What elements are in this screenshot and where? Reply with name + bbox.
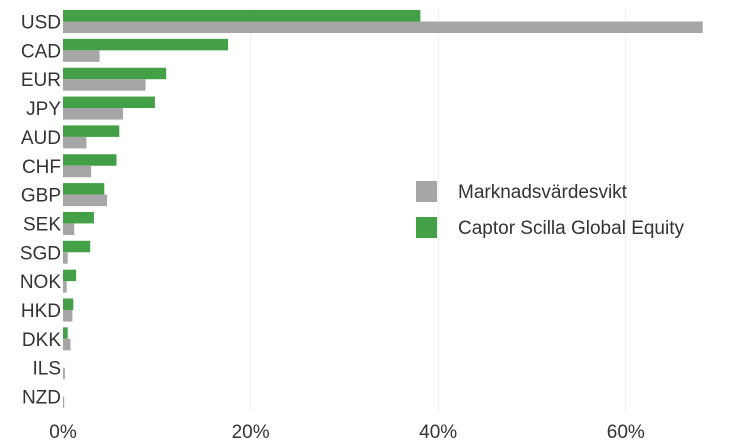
x-tick-label-40: 40%: [419, 422, 457, 443]
category-label-dkk: DKK: [22, 330, 61, 351]
bar-chf-captor: [63, 154, 117, 166]
bar-sgd-market: [63, 252, 68, 264]
category-label-sek: SEK: [23, 214, 61, 235]
bar-cad-captor: [63, 38, 229, 51]
category-label-sgd: SGD: [20, 243, 61, 264]
bar-sgd-captor: [63, 240, 91, 253]
legend: Marknadsvärdesvikt Captor Scilla Global E…: [416, 181, 684, 239]
x-tick-label-60: 60%: [607, 422, 645, 443]
bar-ils-market: [63, 367, 65, 380]
bar-sek-captor: [63, 211, 94, 224]
bar-cad-market: [63, 50, 100, 62]
bar-eur-captor: [63, 67, 167, 80]
bar-dkk-market: [63, 338, 71, 351]
category-label-usd: USD: [21, 13, 61, 34]
bar-nzd-market: [63, 396, 65, 409]
bar-sek-market: [63, 223, 75, 235]
bar-jpy-captor: [63, 96, 155, 109]
bar-gbp-captor: [63, 183, 105, 195]
x-tick-label-20: 20%: [232, 422, 270, 443]
bar-jpy-market: [63, 108, 124, 120]
bar-chf-market: [63, 165, 92, 178]
bar-dkk-captor: [63, 327, 68, 339]
bar-gbp-market: [63, 194, 108, 207]
category-label-jpy: JPY: [26, 99, 61, 120]
category-label-gbp: GBP: [21, 186, 61, 207]
gridlines: [250, 8, 627, 412]
category-label-nok: NOK: [20, 272, 62, 293]
bar-eur-market: [63, 79, 146, 91]
bar-aud-captor: [63, 125, 120, 137]
legend-swatch-0: [416, 181, 437, 202]
x-tick-label-0: 0%: [49, 422, 77, 443]
bar-usd-captor: [63, 10, 421, 22]
category-label-aud: AUD: [21, 128, 61, 149]
legend-label-1: Captor Scilla Global Equity: [458, 218, 684, 239]
legend-swatch-1: [416, 217, 437, 238]
bar-nok-market: [63, 281, 67, 293]
category-label-cad: CAD: [21, 41, 61, 62]
bar-nok-captor: [63, 269, 77, 282]
bar-aud-market: [63, 136, 87, 149]
category-label-nzd: NZD: [22, 388, 61, 409]
bar-hkd-captor: [63, 298, 74, 310]
category-labels: USD CAD EUR JPY AUD CHF GBP SEK SGD NOK HKD DKK ILS N…: [20, 13, 62, 409]
category-label-hkd: HKD: [21, 301, 61, 322]
bar-usd-market: [63, 21, 703, 33]
x-tick-labels: 0% 20% 40% 60%: [49, 422, 645, 443]
bar-hkd-market: [63, 310, 73, 322]
category-label-eur: EUR: [21, 70, 61, 91]
category-label-ils: ILS: [32, 359, 61, 380]
legend-label-0: Marknadsvärdesvikt: [458, 182, 628, 203]
category-label-chf: CHF: [22, 157, 61, 178]
bars: [63, 10, 703, 409]
